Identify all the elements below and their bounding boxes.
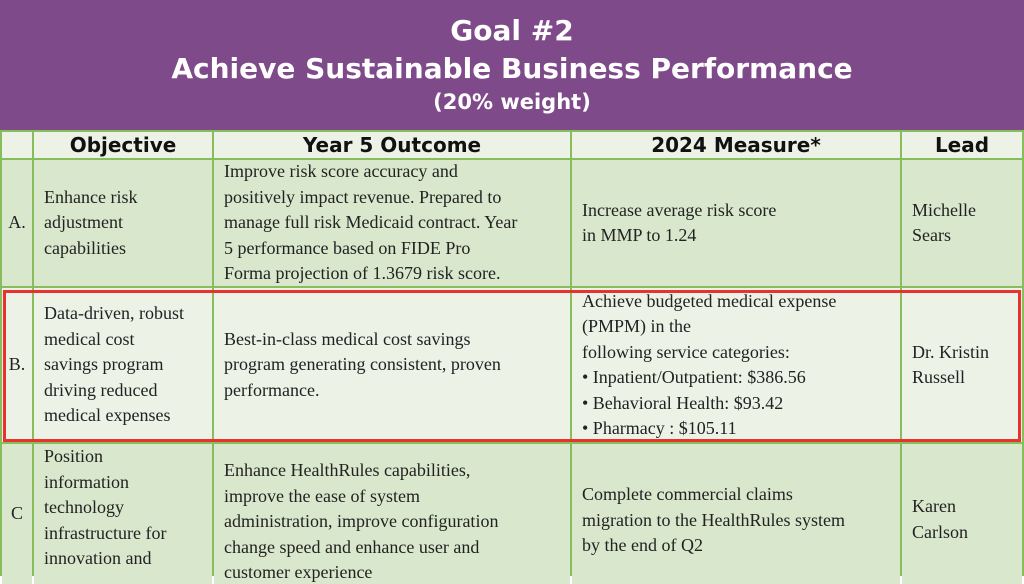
column-header-lead: Lead: [902, 132, 1022, 158]
row-b-lead: Dr. Kristin Russell: [902, 288, 1022, 442]
column-header-outcome: Year 5 Outcome: [214, 132, 570, 158]
row-c-letter: C: [2, 444, 32, 584]
header-blank-cell: [2, 132, 32, 158]
goals-table: Objective Year 5 Outcome 2024 Measure* L…: [0, 130, 1024, 584]
row-b-measure: Achieve budgeted medical expense (PMPM) i…: [572, 288, 900, 442]
row-b-outcome: Best-in-class medical cost savings progra…: [214, 288, 570, 442]
row-a-lead: Michelle Sears: [902, 160, 1022, 286]
goal-number: Goal #2: [450, 14, 574, 47]
goal-title: Achieve Sustainable Business Performance: [171, 52, 853, 85]
row-a-letter: A.: [2, 160, 32, 286]
row-a-outcome: Improve risk score accuracy and positivel…: [214, 160, 570, 286]
row-c-lead: Karen Carlson: [902, 444, 1022, 584]
column-header-measure: 2024 Measure*: [572, 132, 900, 158]
row-c-objective: Position information technology infrastruct…: [34, 444, 212, 584]
row-a-measure: Increase average risk score in MMP to 1.2…: [572, 160, 900, 286]
column-header-objective: Objective: [34, 132, 212, 158]
row-c-measure: Complete commercial claims migration to t…: [572, 444, 900, 584]
row-c-outcome: Enhance HealthRules capabilities, improve…: [214, 444, 570, 584]
row-b-letter: B.: [2, 288, 32, 442]
row-b-objective: Data-driven, robust medical cost savings p…: [34, 288, 212, 442]
row-a-objective: Enhance risk adjustment capabilities: [34, 160, 212, 286]
goal-banner: Goal #2 Achieve Sustainable Business Per…: [0, 0, 1024, 130]
goal-weight: (20% weight): [433, 90, 591, 114]
